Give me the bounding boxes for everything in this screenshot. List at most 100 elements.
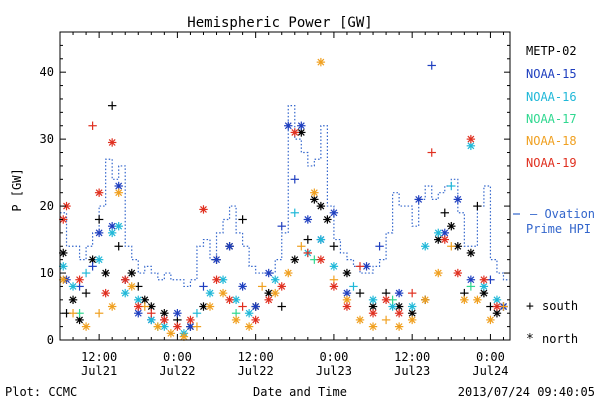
marker-stroke xyxy=(434,236,442,244)
marker-stroke xyxy=(245,309,253,317)
marker-stroke xyxy=(310,189,318,197)
marker-stroke xyxy=(180,333,188,341)
y-tick-label: 20 xyxy=(40,199,54,213)
marker-stroke xyxy=(467,276,475,284)
marker-stroke xyxy=(121,276,129,284)
north-point-marker xyxy=(316,201,326,211)
marker-stroke xyxy=(265,269,273,277)
legend-ovation-line2: Prime HPI xyxy=(526,222,591,236)
south-point-marker xyxy=(290,208,299,217)
marker-stroke xyxy=(343,303,351,310)
marker-stroke xyxy=(76,316,84,324)
south-point-marker xyxy=(277,221,286,231)
legend-north-marker: * xyxy=(526,332,534,347)
south-point-marker xyxy=(297,242,306,251)
marker-stroke xyxy=(59,262,67,270)
north-point-marker xyxy=(205,302,215,311)
north-point-marker xyxy=(479,282,489,291)
north-point-marker xyxy=(68,282,78,291)
legend-item-noaa-19: NOAA-19 xyxy=(526,156,577,170)
marker-stroke xyxy=(480,282,488,290)
north-point-marker xyxy=(225,295,234,305)
marker-stroke xyxy=(291,256,299,264)
x-tick-date-label: Jul22 xyxy=(159,364,195,378)
legend-item-noaa-15: NOAA-15 xyxy=(526,67,577,81)
north-point-marker xyxy=(414,195,423,204)
north-point-marker xyxy=(127,282,136,291)
north-point-marker xyxy=(473,295,482,305)
marker-stroke xyxy=(467,249,475,257)
north-point-marker xyxy=(160,315,169,325)
x-axis: 12:00Jul210:00Jul2212:00Jul220:00Jul2312… xyxy=(59,32,508,378)
north-point-marker xyxy=(466,134,476,144)
north-point-marker xyxy=(355,315,365,325)
marker-stroke xyxy=(330,262,338,270)
marker-stroke xyxy=(206,289,214,297)
north-point-marker xyxy=(101,268,110,278)
north-point-marker xyxy=(342,268,352,278)
north-point-marker xyxy=(486,315,495,325)
marker-stroke xyxy=(323,216,331,223)
x-tick-time-label: 12:00 xyxy=(81,350,117,364)
north-point-marker xyxy=(107,138,117,147)
ovation-prime-hpi-line xyxy=(60,105,510,288)
marker-stroke xyxy=(310,195,318,203)
marker-stroke xyxy=(395,289,403,297)
x-tick-time-label: 0:00 xyxy=(319,350,348,364)
north-point-marker xyxy=(264,295,273,305)
marker-stroke xyxy=(147,303,155,310)
marker-stroke xyxy=(454,195,462,203)
north-point-marker xyxy=(277,282,286,291)
north-point-marker xyxy=(59,248,68,258)
north-point-marker xyxy=(381,295,391,305)
north-point-marker xyxy=(231,315,241,325)
marker-stroke xyxy=(369,303,377,310)
north-point-marker xyxy=(394,322,404,331)
north-point-marker xyxy=(271,288,280,298)
marker-stroke xyxy=(330,282,338,290)
north-point-marker xyxy=(316,255,326,264)
north-point-marker xyxy=(303,215,313,224)
marker-stroke xyxy=(369,323,377,331)
marker-stroke xyxy=(141,296,149,304)
chart-title: Hemispheric Power [GW] xyxy=(187,15,372,31)
marker-stroke xyxy=(128,269,136,277)
marker-stroke xyxy=(160,323,168,331)
marker-stroke xyxy=(95,229,103,237)
marker-stroke xyxy=(219,289,227,297)
marker-stroke xyxy=(232,316,240,324)
marker-stroke xyxy=(297,128,305,136)
south-point-marker xyxy=(94,215,104,224)
north-point-marker xyxy=(238,282,247,291)
north-point-marker xyxy=(453,268,463,278)
marker-stroke xyxy=(408,303,416,310)
south-point-marker xyxy=(427,148,436,157)
south-point-marker xyxy=(147,309,156,318)
y-tick-label: 10 xyxy=(40,266,54,280)
marker-stroke xyxy=(95,189,103,197)
north-point-marker xyxy=(453,242,463,251)
north-point-marker xyxy=(368,309,378,318)
marker-stroke xyxy=(167,329,175,337)
marker-stroke xyxy=(69,282,77,290)
x-tick-date-label: Jul22 xyxy=(238,364,274,378)
marker-stroke xyxy=(415,195,423,203)
marker-stroke xyxy=(59,249,67,257)
marker-stroke xyxy=(291,128,299,136)
north-point-marker xyxy=(310,188,319,197)
north-point-marker xyxy=(101,288,110,298)
north-point-marker xyxy=(460,295,469,305)
plot-credit: Plot: CCMC xyxy=(5,385,77,399)
x-axis-label: Date and Time xyxy=(253,385,347,399)
marker-stroke xyxy=(69,296,77,304)
north-point-marker xyxy=(173,322,182,331)
marker-stroke xyxy=(480,289,488,297)
marker-stroke xyxy=(89,256,97,264)
north-point-marker xyxy=(407,302,417,311)
marker-stroke xyxy=(493,309,501,317)
north-point-marker xyxy=(81,322,91,331)
north-point-marker xyxy=(434,228,443,238)
north-point-marker xyxy=(342,295,352,305)
north-point-marker xyxy=(199,205,208,214)
x-tick-date-label: Jul21 xyxy=(81,364,117,378)
